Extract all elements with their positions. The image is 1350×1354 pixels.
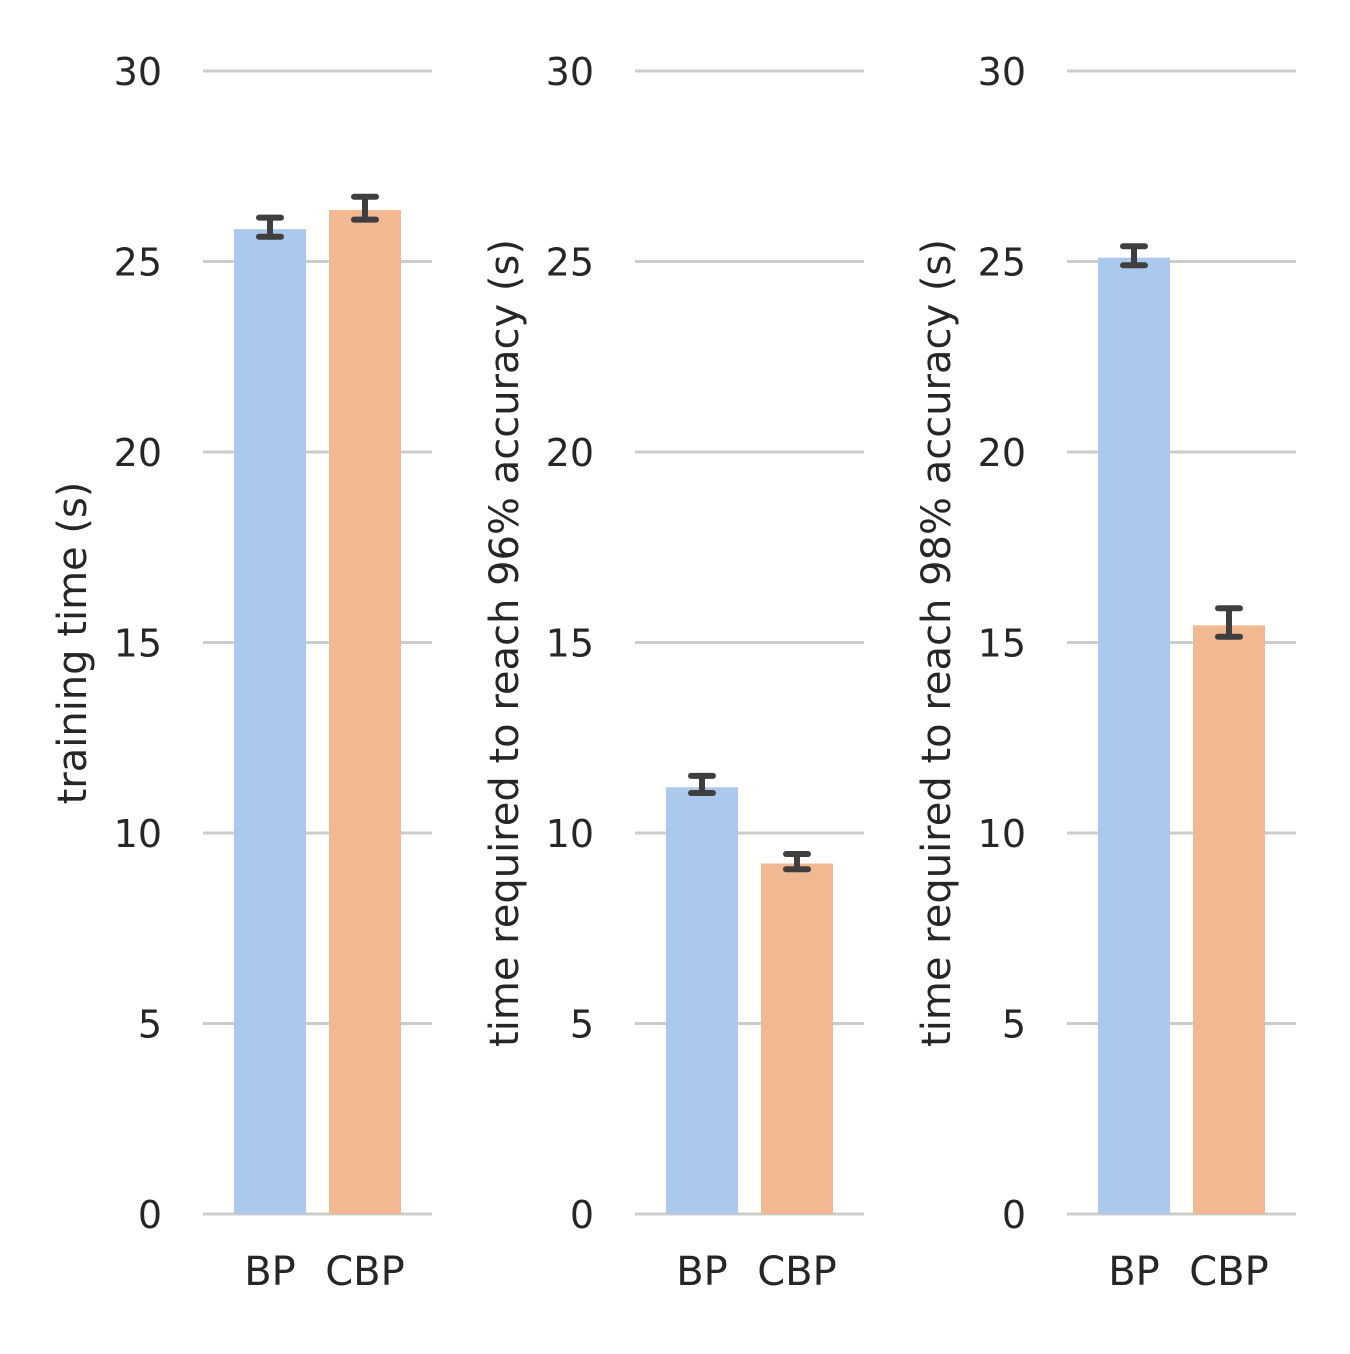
y-tick-label: 15 <box>978 622 1026 666</box>
y-tick-label: 10 <box>114 812 162 856</box>
y-tick-label: 20 <box>546 431 594 475</box>
x-category-label: BP <box>1108 1249 1160 1295</box>
x-category-label: BP <box>676 1249 728 1295</box>
y-tick-label: 25 <box>546 241 594 285</box>
panel-2-ylabel: time required to reach 96% accuracy (s) <box>482 239 528 1047</box>
y-tick-label: 5 <box>570 1003 594 1047</box>
error-bar-cbp <box>1215 605 1243 640</box>
error-bar-bp <box>688 772 716 796</box>
x-category-label: CBP <box>1189 1249 1269 1295</box>
y-tick-label: 5 <box>1002 1003 1026 1047</box>
y-tick-label: 15 <box>546 622 594 666</box>
y-tick-label: 10 <box>978 812 1026 856</box>
bar-cbp <box>329 210 401 1214</box>
y-tick-label: 30 <box>546 50 594 94</box>
error-bar-cbp <box>783 850 811 873</box>
y-tick-label: 20 <box>114 431 162 475</box>
y-tick-label: 30 <box>978 50 1026 94</box>
y-tick-label: 15 <box>114 622 162 666</box>
panel-3-ylabel: time required to reach 98% accuracy (s) <box>914 239 960 1047</box>
bar-bp <box>666 787 738 1214</box>
y-tick-label: 25 <box>114 241 162 285</box>
x-category-label: CBP <box>325 1249 405 1295</box>
x-category-label: BP <box>244 1249 296 1295</box>
y-tick-label: 5 <box>138 1003 162 1047</box>
y-tick-label: 20 <box>978 431 1026 475</box>
y-tick-label: 10 <box>546 812 594 856</box>
panel-3: time required to reach 98% accuracy (s) … <box>914 50 1296 1295</box>
bar-bp <box>234 229 306 1215</box>
y-tick-label: 0 <box>570 1193 594 1237</box>
bar-cbp <box>1193 625 1265 1214</box>
error-bar-cbp <box>351 193 379 223</box>
panel-1-ylabel: training time (s) <box>50 482 96 805</box>
bar-bp <box>1098 257 1170 1214</box>
error-bar-bp <box>1120 243 1148 269</box>
panel-2: time required to reach 96% accuracy (s) … <box>482 50 864 1295</box>
y-tick-label: 25 <box>978 241 1026 285</box>
y-tick-label: 0 <box>1002 1193 1026 1237</box>
x-category-label: CBP <box>757 1249 837 1295</box>
error-bar-bp <box>256 214 284 240</box>
y-tick-label: 0 <box>138 1193 162 1237</box>
panel-1: training time (s) 0 5 10 15 20 25 30 BP CBP <box>50 50 432 1295</box>
bar-cbp <box>761 863 833 1214</box>
y-tick-label: 30 <box>114 50 162 94</box>
